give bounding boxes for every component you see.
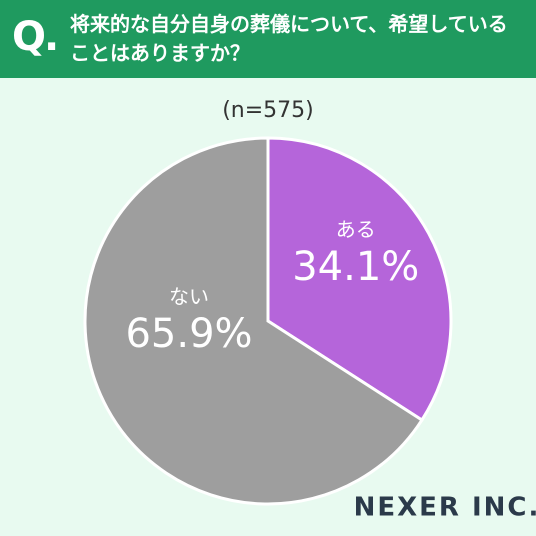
- slice-label: ない: [169, 285, 209, 309]
- slice-label: ある: [336, 218, 376, 242]
- question-mark: Q.: [12, 14, 59, 60]
- chart-subtitle: (n=575): [222, 98, 314, 123]
- chart-title: 将来的な自分自身の葬儀について、希望していることはありますか？: [70, 12, 508, 65]
- pie-slice: [83, 136, 424, 506]
- header: Q. 将来的な自分自身の葬儀について、希望していることはありますか？: [0, 0, 536, 78]
- logo: NEXER INC.: [354, 493, 536, 523]
- value-label: 65.9%: [125, 311, 252, 357]
- value-label: 34.1%: [292, 244, 419, 290]
